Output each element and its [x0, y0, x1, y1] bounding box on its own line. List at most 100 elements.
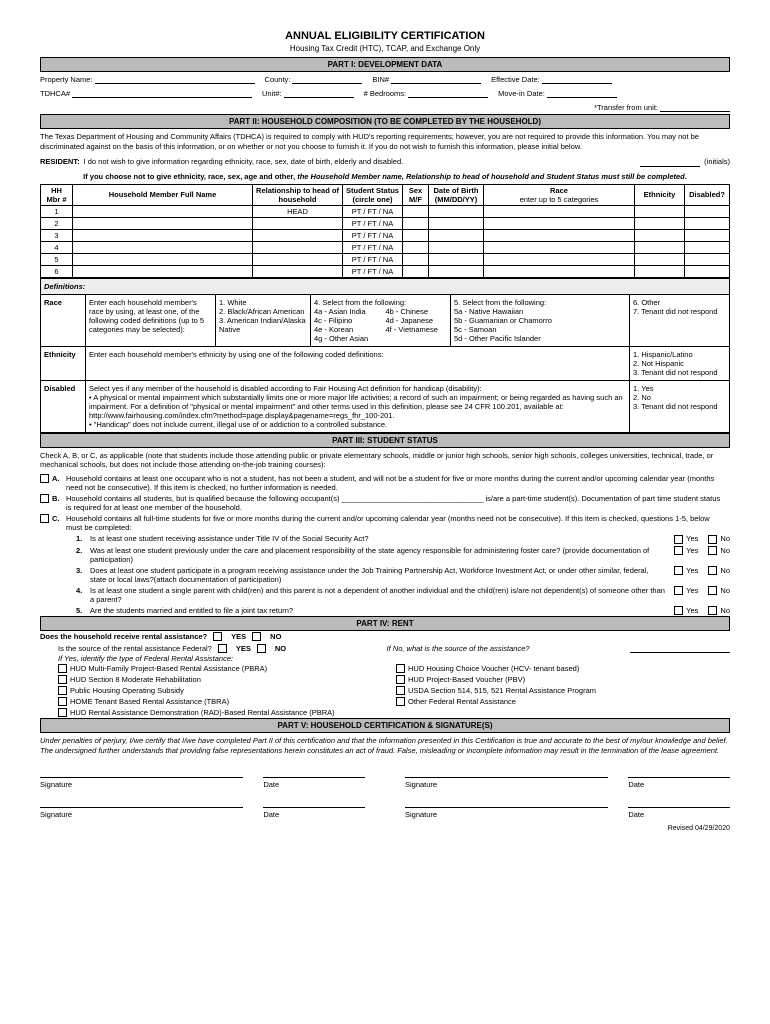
ra3-cb[interactable]: [58, 686, 67, 695]
part1-header: PART I: DEVELOPMENT DATA: [40, 57, 730, 72]
sig3[interactable]: Signature: [40, 807, 243, 819]
p3-q2: 2.Was at least one student previously un…: [76, 545, 730, 565]
p4-q3: If Yes, identify the type of Federal Ren…: [40, 654, 730, 663]
resident-row: RESIDENT: I do not wish to give informat…: [40, 155, 730, 169]
q3-yes[interactable]: [674, 566, 683, 575]
q1-no[interactable]: [708, 535, 717, 544]
table-row[interactable]: 4PT / FT / NA: [41, 241, 730, 253]
movein-label: Move-in Date:: [498, 89, 545, 98]
q5-yes[interactable]: [674, 606, 683, 615]
ra1-cb[interactable]: [58, 664, 67, 673]
table-row[interactable]: 5PT / FT / NA: [41, 253, 730, 265]
date3[interactable]: Date: [263, 807, 365, 819]
movein-input[interactable]: [547, 88, 617, 98]
date2[interactable]: Date: [628, 777, 730, 789]
sig2[interactable]: Signature: [405, 777, 608, 789]
form-subtitle: Housing Tax Credit (HTC), TCAP, and Exch…: [40, 44, 730, 53]
initials-label: (initials): [704, 157, 730, 166]
race-col2: 4. Select from the following:4a - Asian …: [311, 294, 451, 346]
p4q1-yes[interactable]: [213, 632, 222, 641]
checkbox-a[interactable]: [40, 474, 49, 483]
eth-def-text: Enter each household member's ethnicity …: [86, 346, 630, 380]
p3-q3: 3.Does at least one student participate …: [76, 565, 730, 585]
transfer-label: *Transfer from unit:: [594, 103, 658, 112]
property-input[interactable]: [95, 74, 255, 84]
q2-no[interactable]: [708, 546, 717, 555]
p4q2-no[interactable]: [257, 644, 266, 653]
q1-yes[interactable]: [674, 535, 683, 544]
ra-options: HUD Multi-Family Project-Based Rental As…: [40, 663, 730, 718]
th-race: Raceenter up to 5 categories: [484, 184, 635, 205]
race-def-label: Race: [41, 294, 86, 346]
race-col3: 5. Select from the following:5a - Native…: [451, 294, 630, 346]
sig-row-1: Signature Date Signature Date: [40, 777, 730, 789]
table-row[interactable]: 6PT / FT / NA: [41, 265, 730, 277]
q3-no[interactable]: [708, 566, 717, 575]
ra2-cb[interactable]: [58, 675, 67, 684]
resident-text: I do not wish to give information regard…: [84, 157, 404, 166]
date4[interactable]: Date: [628, 807, 730, 819]
sig1[interactable]: Signature: [40, 777, 243, 789]
bin-label: BIN#: [372, 75, 389, 84]
part5-header: PART V: HOUSEHOLD CERTIFICATION & SIGNAT…: [40, 718, 730, 733]
part2-note: If you choose not to give ethnicity, rac…: [40, 169, 730, 184]
race-col4: 6. Other7. Tenant did not respond: [630, 294, 730, 346]
th-num: HH Mbr #: [41, 184, 73, 205]
ra8-cb[interactable]: [396, 686, 405, 695]
resident-label: RESIDENT:: [40, 157, 80, 166]
sig4[interactable]: Signature: [405, 807, 608, 819]
dev-row3: *Transfer from unit:: [40, 100, 730, 114]
bedrooms-label: # Bedrooms:: [364, 89, 407, 98]
ra9-cb[interactable]: [396, 697, 405, 706]
th-dis: Disabled?: [685, 184, 730, 205]
q2-yes[interactable]: [674, 546, 683, 555]
table-row[interactable]: 3PT / FT / NA: [41, 229, 730, 241]
source-input[interactable]: [630, 643, 730, 653]
checkbox-b[interactable]: [40, 494, 49, 503]
effdate-input[interactable]: [542, 74, 612, 84]
q5-no[interactable]: [708, 606, 717, 615]
date1[interactable]: Date: [263, 777, 365, 789]
p4-q1: Does the household receive rental assist…: [40, 631, 730, 642]
tdhca-input[interactable]: [72, 88, 252, 98]
p4q1-no[interactable]: [252, 632, 261, 641]
th-rel: Relationship to head of household: [253, 184, 343, 205]
dev-row1: Property Name: County: BIN# Effective Da…: [40, 72, 730, 86]
footer-date: Revised 04/29/2020: [40, 825, 730, 832]
part3-intro: Check A, B, or C, as applicable (note th…: [40, 448, 730, 474]
ra4-cb[interactable]: [58, 697, 67, 706]
county-input[interactable]: [292, 74, 362, 84]
ra6-cb[interactable]: [396, 664, 405, 673]
definitions-table: Definitions: Race Enter each household m…: [40, 278, 730, 433]
eth-def-label: Ethnicity: [41, 346, 86, 380]
p3-option-a: A.Household contains at least one occupa…: [40, 473, 730, 493]
th-dob: Date of Birth (MM/DD/YY): [429, 184, 484, 205]
p3-q4: 4.Is at least one student a single paren…: [76, 585, 730, 605]
county-label: County:: [265, 75, 291, 84]
ra5-cb[interactable]: [58, 708, 67, 717]
table-row[interactable]: 1HEADPT / FT / NA: [41, 205, 730, 217]
bin-input[interactable]: [391, 74, 481, 84]
form-page: ANNUAL ELIGIBILITY CERTIFICATION Housing…: [40, 30, 730, 832]
table-row[interactable]: 2PT / FT / NA: [41, 217, 730, 229]
sig-row-2: Signature Date Signature Date: [40, 807, 730, 819]
q4-yes[interactable]: [674, 586, 683, 595]
checkbox-c[interactable]: [40, 514, 49, 523]
unit-input[interactable]: [284, 88, 354, 98]
p3-option-b: B.Household contains all students, but i…: [40, 493, 730, 513]
dis-def-label: Disabled: [41, 380, 86, 432]
initials-input[interactable]: [640, 157, 700, 167]
th-student: Student Status (circle one): [343, 184, 403, 205]
part2-intro: The Texas Department of Housing and Comm…: [40, 129, 730, 155]
transfer-input[interactable]: [660, 102, 730, 112]
tdhca-label: TDHCA#: [40, 89, 70, 98]
p4-q2: Is the source of the rental assistance F…: [40, 642, 730, 654]
part5-text: Under penalties of perjury, I/we certify…: [40, 733, 730, 759]
bedrooms-input[interactable]: [408, 88, 488, 98]
ra7-cb[interactable]: [396, 675, 405, 684]
th-eth: Ethnicity: [635, 184, 685, 205]
property-label: Property Name:: [40, 75, 93, 84]
q4-no[interactable]: [708, 586, 717, 595]
dis-opts: 1. Yes2. No3. Tenant did not respond: [630, 380, 730, 432]
p4q2-yes[interactable]: [218, 644, 227, 653]
